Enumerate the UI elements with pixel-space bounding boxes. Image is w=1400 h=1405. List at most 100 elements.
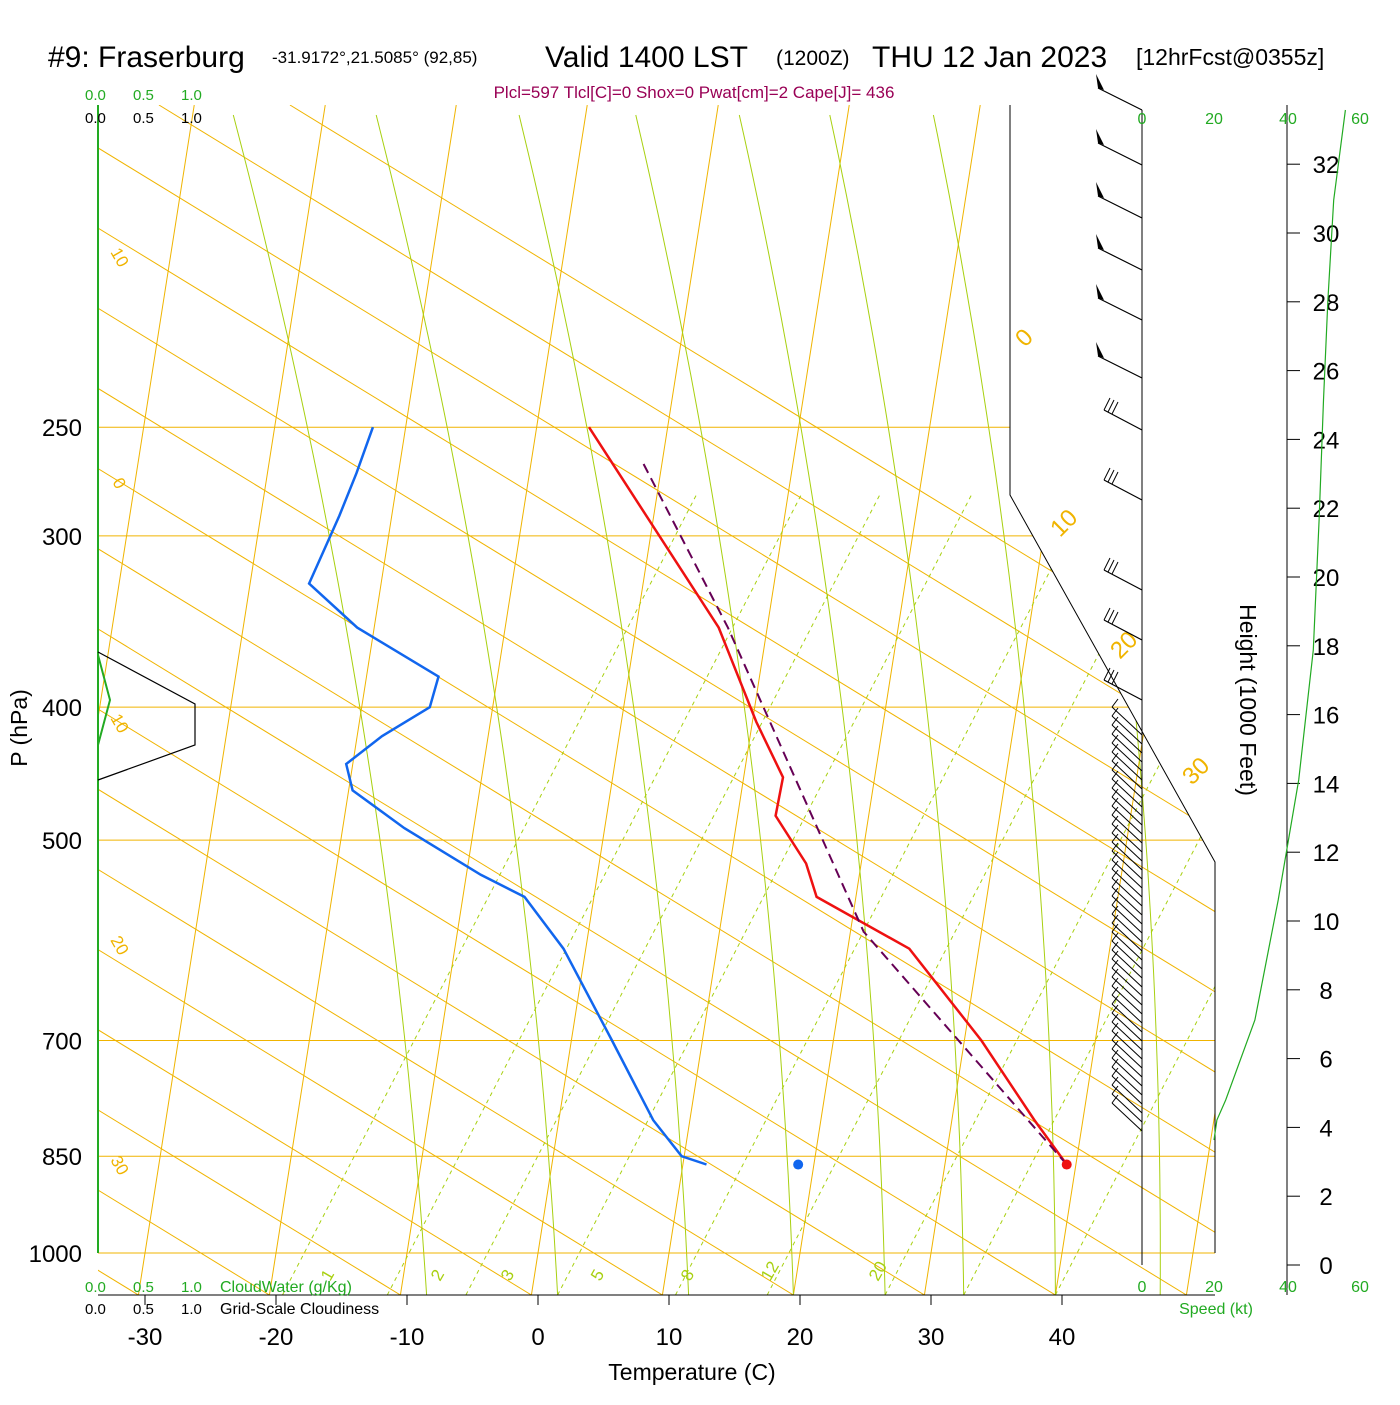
pressure-tick-label: 300 — [42, 524, 82, 551]
pressure-tick-label: 400 — [42, 695, 82, 722]
isotherm-line — [792, 105, 981, 1295]
wind-barb-staff — [1111, 886, 1143, 916]
wind-barb-flag — [1096, 182, 1104, 198]
wind-barb-staff — [1111, 922, 1143, 952]
mixing-ratio-label: 20 — [865, 1258, 891, 1284]
wind-barb-staff — [1111, 778, 1143, 808]
wind-barb-feather — [1111, 752, 1119, 762]
cloudwater-tick-top-0: 0.0 — [85, 87, 106, 104]
wind-barb-feather — [1107, 469, 1115, 483]
moist-adiabat-line — [375, 114, 559, 1295]
wind-barb-feather — [1111, 1067, 1119, 1077]
x-tick-label: 40 — [1049, 1324, 1076, 1351]
dry-adiabat-line — [98, 105, 794, 1295]
wind-barb-feather — [1111, 1022, 1119, 1032]
wind-barb-feather — [1111, 743, 1119, 753]
wind-barb-staff — [1111, 985, 1143, 1015]
station-coords: -31.9172°,21.5085° (92,85) — [272, 48, 477, 67]
height-tick-label: 14 — [1313, 771, 1340, 798]
wind-barb-feather — [1111, 401, 1119, 415]
wind-barb-staff — [1111, 742, 1143, 772]
wind-barb-feather — [1111, 1004, 1119, 1014]
wind-barb-feather — [1107, 669, 1115, 683]
cloudwater-tick-bottom-2: 1.0 — [181, 1279, 202, 1296]
pressure-tick-label: 1000 — [29, 1241, 82, 1268]
wind-barb-staff — [1111, 814, 1143, 844]
wind-barb-staff — [1111, 832, 1143, 862]
dewpoint-line — [307, 426, 707, 1166]
wind-barb-feather — [1103, 467, 1111, 481]
wind-barb-feather — [1111, 914, 1119, 924]
clipped-grid — [98, 105, 1215, 1295]
cloudiness-tick-top-2: 1.0 — [181, 110, 202, 127]
wind-barb-feather — [1111, 1076, 1119, 1086]
wind-barb-feather — [1111, 896, 1119, 906]
cloudiness-tick-bottom-1: 0.5 — [133, 1301, 154, 1318]
wind-barb-staff — [1111, 706, 1143, 736]
wind-barb-feather — [1111, 932, 1119, 942]
cloudiness-profile — [97, 651, 196, 781]
wind-barb-feather — [1111, 851, 1119, 861]
wind-barb-feather — [1111, 806, 1119, 816]
wind-barb-staff — [1103, 479, 1143, 501]
wind-barb-staff — [1111, 769, 1143, 799]
height-tick-label: 18 — [1313, 634, 1340, 661]
wind-barb-feather — [1111, 1094, 1119, 1104]
wind-barb-feather — [1111, 471, 1119, 485]
wind-barb-feather — [1111, 860, 1119, 870]
wind-barb-staff — [1111, 823, 1143, 853]
speed-tick-top-1: 20 — [1205, 111, 1223, 128]
speed-tick-top-2: 40 — [1279, 111, 1297, 128]
wind-barb-staff — [1103, 679, 1143, 701]
wind-barb-staff — [1111, 859, 1143, 889]
x-tick-label: 20 — [787, 1324, 814, 1351]
dry-adiabat-label: 20 — [107, 933, 133, 959]
wind-barb-feather — [1111, 797, 1119, 807]
wind-barb-feather — [1111, 561, 1119, 575]
cloudwater-tick-top-2: 1.0 — [181, 87, 202, 104]
wind-barb-staff — [1111, 733, 1143, 763]
mixing-ratio-line — [386, 494, 802, 1295]
dry-adiabat-line — [98, 105, 1215, 1295]
wind-barb-flag — [1096, 342, 1104, 358]
dry-adiabat-line — [98, 105, 1215, 1295]
wind-barb-feather — [1111, 1013, 1119, 1023]
wind-barb-staff — [1111, 1057, 1143, 1087]
wind-barb-feather — [1111, 950, 1119, 960]
moist-adiabat-label: 10 — [1045, 504, 1083, 542]
x-axis-title: Temperature (C) — [608, 1359, 775, 1385]
valid-date: THU 12 Jan 2023 — [872, 41, 1107, 74]
wind-barb-staff — [1103, 409, 1143, 431]
wind-barb-feather — [1111, 761, 1119, 771]
wind-barb-staff — [1111, 877, 1143, 907]
wind-barb-feather — [1111, 707, 1119, 717]
height-tick-label: 6 — [1319, 1047, 1332, 1074]
wind-barb-feather — [1111, 734, 1119, 744]
surface-temperature-marker — [1061, 1159, 1072, 1170]
wind-barb-staff — [1111, 958, 1143, 988]
wind-barb-feather — [1103, 557, 1111, 571]
x-tick-label: 10 — [656, 1324, 683, 1351]
plot-right-boundary — [1009, 105, 1216, 1253]
height-tick-label: 8 — [1319, 978, 1332, 1005]
wind-barb-staff — [1111, 1012, 1143, 1042]
forecast-info: [12hrFcst@0355z] — [1136, 44, 1324, 70]
y-axis-title: P (hPa) — [6, 689, 32, 767]
speed-tick-top-3: 60 — [1351, 111, 1369, 128]
wind-barb-feather — [1111, 698, 1119, 708]
wind-barb-flag — [1096, 129, 1104, 145]
dry-adiabat-line — [98, 105, 1215, 1295]
height-tick-label: 16 — [1313, 703, 1340, 730]
wind-speed-profile — [1213, 109, 1346, 1141]
wind-barb-staff — [1111, 1039, 1143, 1069]
isotherm-line — [399, 105, 588, 1295]
valid-time: Valid 1400 LST — [545, 41, 748, 74]
wind-barb-staff — [1111, 931, 1143, 961]
mixing-ratio-label: 5 — [587, 1266, 608, 1284]
moist-adiabat-line — [635, 114, 794, 1295]
height-tick-label: 26 — [1313, 359, 1340, 386]
x-tick-label: -10 — [390, 1324, 425, 1351]
dry-adiabat-line — [98, 105, 1215, 1295]
